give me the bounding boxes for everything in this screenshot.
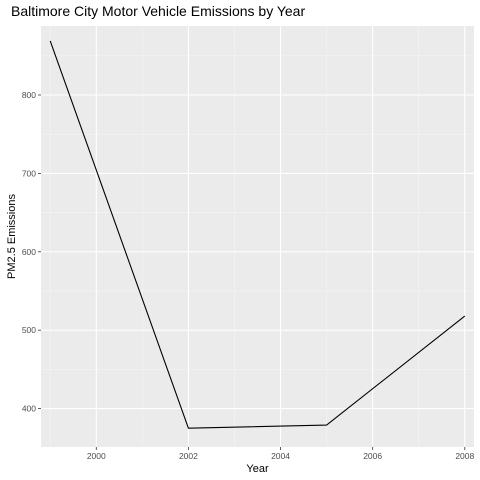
x-tick-label: 2008 bbox=[455, 451, 474, 461]
y-tick-label: 700 bbox=[22, 168, 36, 178]
y-tick-label: 600 bbox=[22, 247, 36, 257]
y-tick-label: 400 bbox=[22, 404, 36, 414]
x-tick-label: 2002 bbox=[179, 451, 198, 461]
tick-labels: 2000 2002 2004 2006 2008 400 500 600 700 800 bbox=[22, 90, 475, 461]
x-tick-label: 2006 bbox=[363, 451, 382, 461]
x-tick-label: 2004 bbox=[271, 451, 290, 461]
minor-gridlines bbox=[41, 26, 474, 447]
series-line bbox=[49, 40, 466, 429]
major-gridlines bbox=[41, 26, 474, 447]
x-tick-label: 2000 bbox=[87, 451, 106, 461]
plot-panel bbox=[41, 26, 474, 447]
y-tick-label: 500 bbox=[22, 325, 36, 335]
y-tick-label: 800 bbox=[22, 90, 36, 100]
axis-ticks bbox=[38, 94, 466, 450]
x-axis-title: Year bbox=[246, 463, 269, 475]
series-layer bbox=[49, 40, 466, 429]
y-axis-title: PM2.5 Emissions bbox=[6, 194, 18, 279]
chart-title: Baltimore City Motor Vehicle Emissions b… bbox=[11, 3, 306, 19]
